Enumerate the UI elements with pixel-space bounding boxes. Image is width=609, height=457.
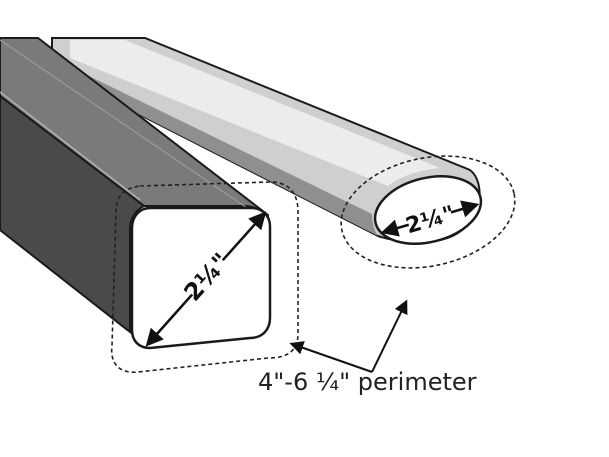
- perimeter-label: 4"-6 ¼" perimeter: [258, 368, 477, 396]
- square-bar-bevel-line: [0, 91, 141, 201]
- callout-arrow-to-round: [371, 299, 408, 373]
- round-bar-highlight: [70, 40, 440, 186]
- square-bar-side-face: [0, 94, 146, 335]
- square-bar-bevel-line-2: [0, 39, 251, 211]
- round-bar: 2¼": [51, 37, 516, 269]
- square-bar-dashed-outline: [110, 181, 299, 373]
- perimeter-callout: [289, 299, 408, 373]
- round-bar-dashed-outline: [340, 155, 516, 269]
- callout-arrow-to-square: [289, 341, 373, 373]
- square-bar: 2¼": [0, 37, 299, 373]
- round-bar-shadow: [52, 58, 378, 236]
